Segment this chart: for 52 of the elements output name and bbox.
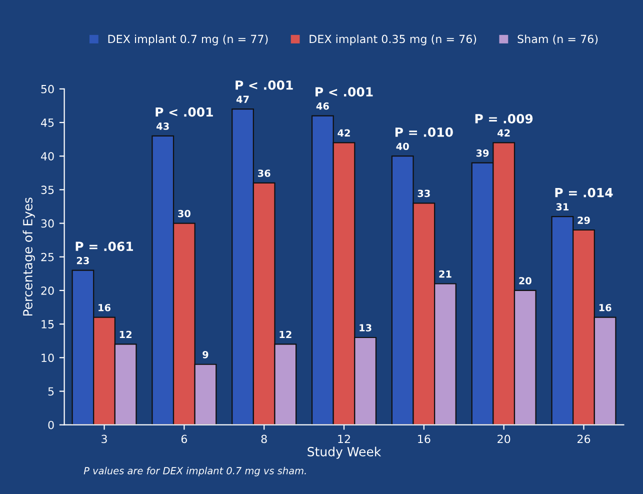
y-tick-label: 0 (48, 420, 54, 430)
data-label: 13 (360, 324, 372, 332)
text: P values are for DEX implant 0.7 mg vs sham. (84, 466, 306, 476)
x-tick-label: 3 (102, 434, 107, 444)
data-label: 21 (439, 270, 452, 278)
x-tick-label: 20 (498, 434, 510, 444)
x-tick-label: 16 (418, 434, 430, 444)
data-label: 30 (178, 210, 190, 218)
data-label: 33 (418, 190, 430, 198)
data-label: 42 (498, 129, 510, 136)
annotation: P < .001 (156, 107, 213, 117)
x-tick-label: 6 (181, 434, 188, 444)
y-tick-label: 15 (42, 320, 54, 328)
data-label: 36 (258, 170, 270, 177)
data-label: 9 (202, 350, 208, 358)
legend-label: DEX implant 0.7 mg (n = 77) (108, 34, 268, 46)
y-tick-label: 20 (41, 286, 54, 295)
y-tick-label: 40 (40, 152, 54, 160)
data-label: 46 (316, 102, 329, 110)
y-tick-label: 5 (48, 387, 54, 396)
x-axis-title: Study Week (308, 446, 382, 459)
data-label: 12 (280, 330, 292, 338)
data-label: 12 (120, 330, 132, 338)
annotation: P = .014 (555, 188, 613, 198)
legend-label: Sham (n = 76) (518, 34, 598, 44)
y-tick-label: 30 (41, 219, 54, 228)
x-tick-label: 8 (261, 434, 267, 444)
annotation: P = .009 (475, 114, 533, 124)
x-tick-label: 12 (338, 434, 350, 444)
legend-label: DEX implant 0.35 mg (n = 76) (310, 34, 476, 46)
annotation: P < .001 (236, 80, 293, 90)
y-axis-title: Percentage of Eyes (22, 198, 35, 316)
data-label: 16 (599, 304, 612, 312)
data-label: 42 (338, 129, 350, 136)
y-tick-label: 25 (41, 252, 54, 262)
annotation: P = .061 (76, 242, 133, 252)
y-tick-label: 50 (41, 84, 54, 94)
data-label: 16 (98, 304, 110, 312)
y-tick-label: 45 (40, 118, 54, 127)
y-tick-label: 35 (41, 186, 54, 194)
annotation: P = .010 (395, 127, 453, 137)
data-label: 31 (556, 203, 569, 211)
data-label: 40 (396, 142, 409, 150)
data-label: 39 (476, 149, 489, 157)
data-label: 20 (519, 277, 532, 284)
annotation: P < .001 (316, 87, 373, 97)
x-tick-label: 26 (577, 434, 590, 444)
data-label: 29 (578, 216, 590, 224)
y-tick-label: 10 (42, 354, 54, 362)
data-label: 47 (236, 96, 249, 103)
data-label: 23 (76, 256, 89, 264)
data-label: 43 (156, 122, 169, 130)
